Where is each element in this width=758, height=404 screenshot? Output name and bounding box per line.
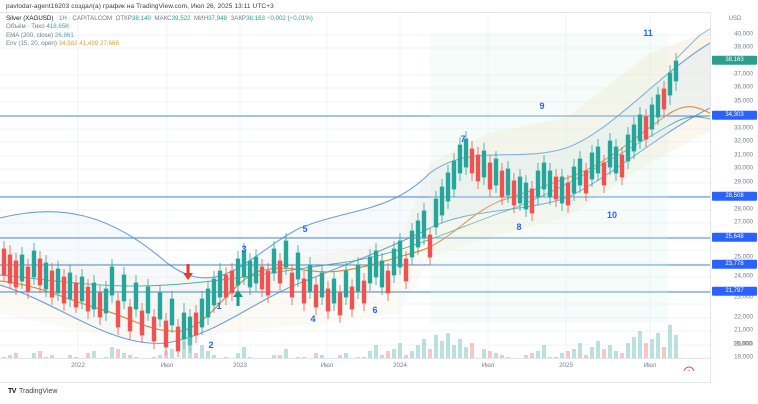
legend-open-label: ОТКР (115, 15, 132, 22)
legend-env-upper: 41,499 (79, 40, 99, 48)
legend-high-label: МАКС (154, 15, 172, 22)
time-label-jul-2024: Июл (481, 361, 495, 369)
legend-close-value: 38,163 (246, 15, 266, 22)
legend-env-row[interactable]: Env (15, 20, open) 34,582 41,499 27,666 (6, 40, 313, 48)
price-tick-33000: 33,000 (734, 124, 753, 132)
price-tick-37000: 37,000 (734, 70, 753, 78)
tradingview-mark-icon: TV (8, 388, 16, 395)
price-tick-36000: 36,000 (734, 83, 753, 91)
legend-symbol-row[interactable]: Silver (XAGUSD) · 1H · CAPITALCOM ОТКР38… (6, 15, 313, 22)
legend-low-label: МИН (194, 15, 209, 22)
sell-arrow-icon (182, 264, 195, 286)
marker-10: 10 (606, 210, 618, 220)
legend-change-pct: (−0,01%) (287, 15, 313, 22)
marker-6: 6 (372, 305, 378, 315)
tradingview-brand-text: TradingView (18, 388, 58, 395)
price-tick-20000: 20,000 (734, 340, 753, 348)
price-tick-32000: 32,000 (734, 137, 753, 145)
legend-ema-value: 26,861 (54, 31, 74, 39)
lower-band-line (0, 107, 710, 344)
price-axis[interactable]: USD 40,000 39,000 37,000 36,000 35,000 3… (710, 12, 758, 383)
price-badge-level-1: 34,303 (712, 110, 757, 120)
legend-ema-label: EMA (200, close) (6, 31, 54, 39)
marker-3: 3 (241, 244, 247, 254)
legend-high-value: 39,522 (171, 15, 191, 22)
tradingview-logo[interactable]: TV TradingView (8, 388, 57, 395)
time-label-jul-2025: Июл (643, 361, 657, 369)
legend-close-label: ЗАКР (230, 15, 247, 22)
price-tick-22000: 22,000 (734, 313, 753, 321)
legend-volume-row[interactable]: Объём · Тихо 418,65K (6, 23, 313, 31)
time-label-2025: 2025 (559, 361, 573, 369)
time-label-2022: 2022 (71, 361, 85, 369)
legend-env-lower: 27,666 (100, 40, 119, 48)
candlestick-series (1, 53, 679, 357)
buy-arrow-icon (232, 290, 245, 312)
price-tick-31000: 31,000 (734, 151, 753, 159)
legend-exchange: CAPITALCOM (72, 15, 113, 22)
time-label-2024: 2024 (393, 361, 407, 369)
price-tick-19000: 19,000 (734, 353, 753, 361)
attribution-text: pavlodar-agent16203 создал(а) график на … (6, 3, 274, 10)
chart-legend[interactable]: Silver (XAGUSD) · 1H · CAPITALCOM ОТКР38… (6, 15, 313, 49)
footer-bar: TV TradingView (0, 383, 758, 404)
price-tick-25000: 25,000 (734, 253, 753, 261)
plot-area[interactable]: 1 2 3 4 5 6 7 8 9 10 11 (0, 13, 710, 371)
price-tick-39000: 39,000 (734, 43, 753, 51)
price-tick-28000: 28,000 (734, 205, 753, 213)
legend-low-value: 37,948 (208, 15, 228, 22)
price-tick-23000: 23,000 (734, 293, 753, 301)
legend-interval[interactable]: 1H (58, 15, 67, 22)
legend-ema-row[interactable]: EMA (200, close) 26,861 (6, 32, 313, 40)
price-tick-29000: 29,000 (734, 178, 753, 186)
time-label-2023: 2023 (233, 361, 247, 369)
legend-volume-label: Объём · Тихо (6, 23, 45, 31)
legend-open-value: 38,140 (131, 15, 151, 22)
legend-env-basis: 34,582 (58, 40, 78, 48)
legend-volume-value: 418,65K (46, 23, 70, 31)
price-tick-35000: 35,000 (734, 97, 753, 105)
price-tick-30000: 30,000 (734, 164, 753, 172)
marker-5: 5 (302, 224, 308, 234)
marker-2: 2 (208, 340, 214, 350)
horizontal-rays (0, 115, 710, 293)
time-label-jul-2022: Июл (160, 361, 174, 369)
price-badge-level-3: 25,648 (712, 232, 757, 242)
marker-7: 7 (460, 134, 466, 144)
price-tick-27000: 27,000 (734, 218, 753, 226)
time-label-jul-2023: Июл (320, 361, 334, 369)
legend-symbol[interactable]: Silver (XAGUSD) (6, 15, 54, 22)
marker-11: 11 (643, 28, 653, 38)
price-badge-level-5: 21,797 (712, 286, 757, 296)
legend-change-abs: −0,002 (266, 15, 286, 22)
chart-frame[interactable]: 1 2 3 4 5 6 7 8 9 10 11 (0, 12, 758, 383)
marker-8: 8 (516, 222, 522, 232)
projection-line (675, 28, 710, 60)
price-badge-last: 38,163 (712, 55, 757, 65)
marker-9: 9 (539, 101, 545, 111)
chart-svg (0, 13, 710, 371)
price-tick-24000: 24,000 (734, 272, 753, 280)
last-price-marker (682, 365, 696, 371)
time-axis[interactable]: 2022 Июл 2023 Июл 2024 Июл 2025 Июл (0, 358, 710, 371)
marker-4: 4 (310, 314, 316, 324)
marker-1: 1 (216, 301, 222, 311)
upper-band-line (0, 42, 710, 279)
legend-env-label: Env (15, 20, open) (6, 40, 57, 48)
price-tick-40000: 40,000 (734, 30, 753, 38)
price-badge-level-4: 23,778 (712, 259, 757, 269)
price-badge-level-2: 28,508 (712, 191, 757, 201)
price-tick-21000: 21,000 (734, 326, 753, 334)
price-axis-unit: USD (728, 16, 742, 22)
